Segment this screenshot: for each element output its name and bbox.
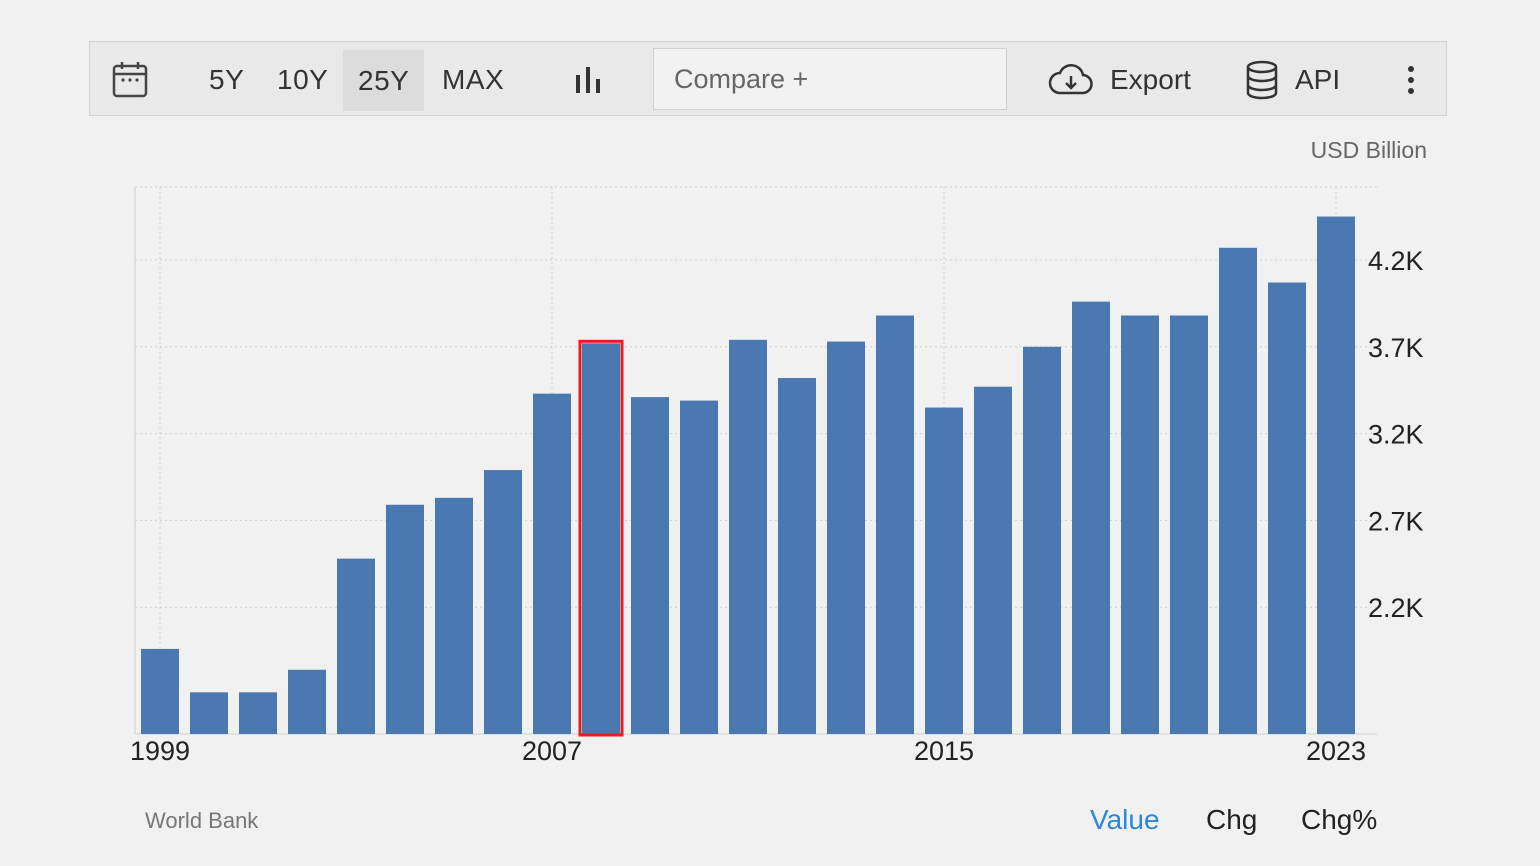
y-tick-label: 4.2K [1368, 246, 1424, 276]
bar-2018 [1072, 301, 1110, 734]
cloud-download-icon [1048, 63, 1094, 97]
bar-2010 [680, 400, 718, 734]
bar-2005 [435, 497, 473, 734]
x-tick-label: 2023 [1306, 736, 1366, 766]
y-tick-label: 3.7K [1368, 333, 1424, 363]
y-tick-label: 2.2K [1368, 593, 1424, 623]
range-max-button[interactable]: MAX [442, 63, 505, 95]
export-button[interactable]: Export [1048, 42, 1191, 117]
compare-input[interactable]: Compare + [653, 48, 1007, 110]
bar-2007 [533, 393, 571, 734]
bar-2011 [729, 339, 767, 734]
x-tick-label: 2015 [914, 736, 974, 766]
chart-toolbar: 5Y 10Y 25Y MAX Compare + Export [89, 41, 1447, 116]
range-25y-button[interactable]: 25Y [343, 50, 425, 111]
api-button[interactable]: API [1245, 42, 1340, 117]
bar-2000 [190, 692, 228, 734]
y-tick-label: 3.2K [1368, 420, 1424, 450]
bar-2021 [1219, 247, 1257, 734]
bar-2008 [582, 343, 620, 734]
bar-2015 [925, 407, 963, 734]
source-label: World Bank [145, 808, 259, 833]
api-label: API [1295, 63, 1341, 95]
unit-label: USD Billion [1310, 137, 1427, 163]
database-icon [1245, 60, 1279, 100]
bar-2001 [239, 692, 277, 734]
bar-2012 [778, 378, 816, 734]
bar-2019 [1121, 315, 1159, 734]
more-vertical-icon[interactable] [1398, 42, 1424, 117]
highlight-box [578, 339, 624, 737]
tab-chg-percent[interactable]: Chg% [1301, 804, 1378, 835]
bar-2006 [484, 470, 522, 734]
x-tick-label: 1999 [130, 736, 190, 766]
bar-2003 [337, 558, 375, 734]
export-label: Export [1110, 63, 1191, 95]
range-10y-button[interactable]: 10Y [277, 63, 329, 95]
bar-2004 [386, 504, 424, 734]
x-tick-label: 2007 [522, 736, 582, 766]
bar-2014 [876, 315, 914, 734]
bar-2017 [1023, 346, 1061, 734]
tab-chg[interactable]: Chg [1206, 804, 1258, 835]
bar-2023 [1317, 216, 1355, 734]
bar-2002 [288, 669, 326, 734]
range-5y-button[interactable]: 5Y [209, 63, 245, 95]
tab-value[interactable]: Value [1090, 804, 1160, 835]
bar-2013 [827, 341, 865, 734]
calendar-icon[interactable] [110, 42, 150, 117]
bar-2016 [974, 386, 1012, 734]
bar-chart-icon[interactable] [568, 42, 608, 117]
bar-2022 [1268, 282, 1306, 734]
bar-1999 [141, 648, 179, 734]
bar-2020 [1170, 315, 1208, 734]
bar-2009 [631, 397, 669, 734]
y-tick-label: 2.7K [1368, 506, 1424, 536]
